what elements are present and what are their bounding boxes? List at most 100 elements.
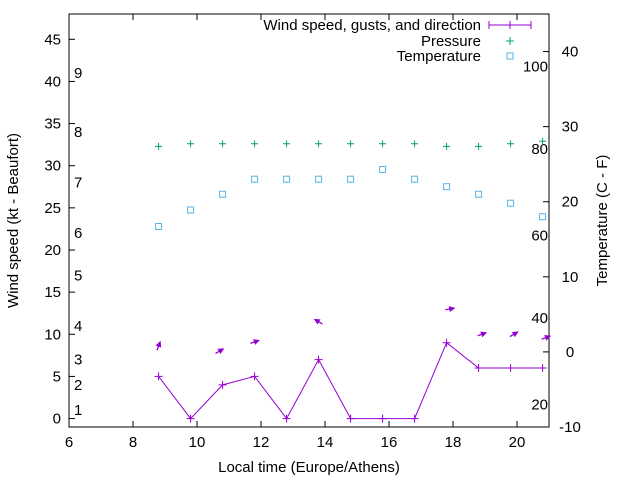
- wind-arrow-head: [217, 348, 225, 354]
- temperature-point: [539, 213, 547, 221]
- legend: Wind speed, gusts, and direction Pressur…: [263, 17, 532, 65]
- y-tick-label: 35: [44, 116, 61, 133]
- legend-samples: [488, 21, 532, 60]
- temperature-point: [411, 175, 419, 183]
- wind-direction-arrow: [313, 318, 323, 325]
- y2-tick-label: -10: [559, 419, 581, 436]
- y-tick-label: 5: [53, 368, 61, 385]
- plot-frame: [68, 13, 550, 428]
- x-tick-label: 8: [129, 434, 137, 451]
- wind-speed-point: [410, 414, 419, 423]
- x-tick-label: 18: [445, 434, 462, 451]
- y-tick-label: 20: [44, 242, 61, 259]
- y-axis-title: Wind speed (kt - Beaufort): [5, 133, 22, 308]
- temperature-point: [219, 190, 227, 198]
- fahrenheit-label: 80: [531, 141, 548, 158]
- temperature-point: [507, 199, 515, 207]
- beaufort-label: 6: [74, 225, 82, 242]
- temperature-point: [187, 206, 195, 214]
- pressure-point: [507, 140, 515, 148]
- temperature-point: [379, 165, 387, 173]
- wind-arrow-head: [313, 318, 321, 325]
- pressure-point: [155, 142, 163, 150]
- wind-direction-arrow: [509, 331, 519, 338]
- wind-direction-arrow: [541, 335, 552, 341]
- pressure-point: [443, 142, 451, 150]
- legend-marker-pressure: [506, 37, 514, 45]
- y2-tick-label: 10: [562, 269, 579, 286]
- wind-speed-point: [346, 414, 355, 423]
- wind-direction-arrow: [477, 331, 488, 338]
- y2-tick-label: 30: [562, 119, 579, 136]
- wind-arrow-head: [480, 331, 488, 338]
- y-tick-label: 0: [53, 411, 61, 428]
- wind-arrow-head: [253, 339, 260, 345]
- x-tick-label: 14: [317, 434, 334, 451]
- pressure-point: [411, 140, 419, 148]
- wind-speed-point: [474, 364, 483, 372]
- legend-label-wind: Wind speed, gusts, and direction: [263, 17, 481, 34]
- wind-speed-line: [158, 341, 543, 420]
- wind-speed-point: [442, 338, 451, 347]
- x-tick-label: 12: [253, 434, 270, 451]
- beaufort-label: 4: [74, 318, 82, 335]
- wind-speed-point: [378, 414, 387, 423]
- y-tick-label: 25: [44, 200, 61, 217]
- wind-direction-arrow: [445, 306, 456, 313]
- y-tick-label: 10: [44, 326, 61, 343]
- fahrenheit-label: 100: [523, 59, 548, 76]
- temperature-point: [251, 175, 259, 183]
- wind-direction-arrow: [215, 348, 225, 354]
- legend-label-temperature: Temperature: [397, 48, 481, 65]
- wind-direction-arrow: [250, 339, 260, 345]
- pressure-point: [539, 137, 547, 145]
- y2-tick-label: 40: [562, 44, 579, 61]
- pressure-point: [187, 140, 195, 148]
- y-tick-label: 45: [44, 31, 61, 48]
- beaufort-label: 3: [74, 352, 82, 369]
- y-tick-label: 40: [44, 73, 61, 90]
- beaufort-label: 8: [74, 124, 82, 141]
- fahrenheit-label: 60: [531, 228, 548, 245]
- tick-marks: [68, 14, 549, 428]
- y2-axis-title: Temperature (C - F): [594, 155, 611, 287]
- wind-speed-point: [250, 372, 259, 381]
- x-axis-title: Local time (Europe/Athens): [218, 459, 400, 476]
- beaufort-label: 2: [74, 377, 82, 394]
- pressure-point: [379, 140, 387, 148]
- series-layer: [154, 137, 552, 423]
- wind-arrow-head: [155, 340, 162, 348]
- wind-speed-point: [282, 414, 291, 423]
- pressure-point: [283, 140, 291, 148]
- wind-speed-point: [538, 364, 547, 372]
- pressure-point: [347, 140, 355, 148]
- temperature-point: [155, 223, 163, 231]
- pressure-point: [475, 142, 483, 150]
- pressure-point: [219, 140, 227, 148]
- x-tick-label: 6: [65, 434, 73, 451]
- wind-speed-point: [218, 380, 227, 389]
- y2-tick-label: 0: [566, 344, 574, 361]
- beaufort-label: 1: [74, 402, 82, 419]
- legend-label-pressure: Pressure: [421, 33, 481, 50]
- wind-arrow-head: [511, 331, 519, 338]
- beaufort-label: 7: [74, 175, 82, 192]
- wind-speed-point: [506, 364, 515, 372]
- wind-speed-point: [154, 372, 163, 381]
- x-tick-label: 10: [189, 434, 206, 451]
- temperature-point: [475, 190, 483, 198]
- beaufort-label: 5: [74, 267, 82, 284]
- temperature-point: [283, 175, 291, 183]
- fahrenheit-label: 20: [531, 396, 548, 413]
- legend-marker-temperature: [506, 52, 514, 60]
- x-tick-label: 20: [509, 434, 526, 451]
- temperature-point: [347, 175, 355, 183]
- temperature-point: [443, 183, 451, 191]
- beaufort-label: 9: [74, 65, 82, 82]
- axis-tick-labels: 6 8 10 12 14 16 18 20051015202530354045-1001020…: [44, 31, 581, 451]
- y-tick-label: 15: [44, 284, 61, 301]
- pressure-point: [251, 140, 259, 148]
- x-tick-label: 16: [381, 434, 398, 451]
- y2-tick-label: 20: [562, 194, 579, 211]
